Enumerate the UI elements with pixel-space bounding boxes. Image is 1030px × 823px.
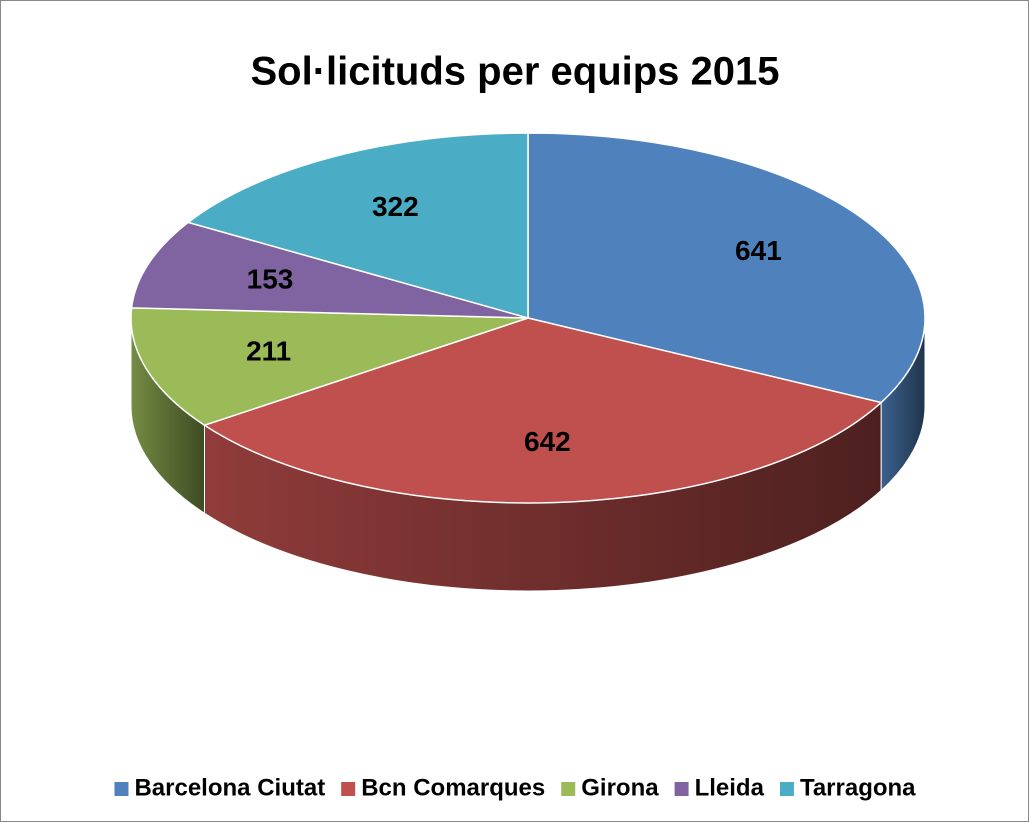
legend-swatch bbox=[341, 782, 356, 796]
legend-label: Lleida bbox=[695, 774, 765, 801]
legend-swatch bbox=[114, 782, 129, 796]
legend-label: Bcn Comarques bbox=[361, 774, 545, 801]
legend-label: Barcelona Ciutat bbox=[134, 774, 325, 801]
slice bbox=[130, 221, 529, 319]
data-label: 153 bbox=[247, 263, 294, 294]
slice bbox=[186, 132, 529, 319]
chart-title: Sol·licituds per equips 2015 bbox=[250, 50, 779, 94]
data-label: 641 bbox=[735, 235, 782, 266]
slice bbox=[130, 307, 529, 427]
legend-label: Girona bbox=[581, 774, 659, 801]
data-label: 211 bbox=[246, 335, 291, 366]
slice bbox=[202, 317, 883, 504]
legend-swatch bbox=[561, 782, 576, 796]
legend-swatch bbox=[674, 782, 689, 796]
legend-label: Tarragona bbox=[800, 774, 916, 801]
data-label: 642 bbox=[524, 426, 571, 457]
legend-swatch bbox=[779, 782, 794, 796]
data-label: 322 bbox=[372, 191, 419, 222]
legend: Barcelona Ciutat Bcn Comarques Girona Lleid… bbox=[114, 774, 916, 801]
slice bbox=[527, 132, 926, 404]
